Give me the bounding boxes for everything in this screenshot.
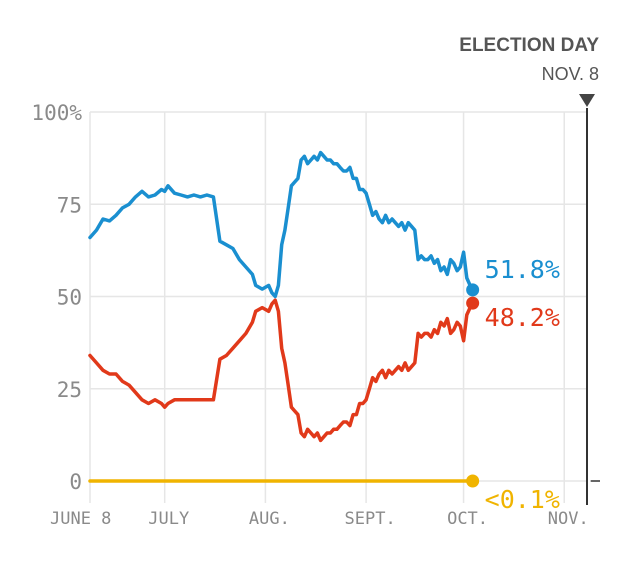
election-day-marker: ELECTION DAY NOV. 8: [459, 35, 599, 505]
gridlines: [89, 111, 600, 503]
x-tick-label: NOV.: [548, 509, 589, 529]
y-tick-label: 100%: [31, 101, 82, 125]
x-axis-ticks: JUNE 8 JULY AUG. SEPT. OCT. NOV.: [50, 509, 589, 529]
y-tick-label: 25: [57, 378, 82, 402]
x-tick-label: OCT.: [447, 509, 488, 529]
series-line-0: [88, 150, 475, 299]
election-day-date: NOV. 8: [542, 64, 599, 84]
series-end-label-1: 48.2%: [485, 303, 560, 332]
series-endpoint-1: [466, 296, 480, 310]
y-tick-label: 0: [69, 470, 82, 494]
series-lines: [88, 150, 475, 483]
election-day-title: ELECTION DAY: [459, 35, 599, 56]
series-line-1: [88, 298, 475, 443]
series-end-label-2: <0.1%: [485, 485, 560, 514]
y-tick-label: 50: [57, 286, 82, 310]
series-endpoint-0: [466, 283, 480, 297]
x-tick-label: JUNE 8: [50, 509, 111, 529]
series-end-label-0: 51.8%: [485, 255, 560, 284]
y-tick-label: 75: [57, 193, 82, 217]
series-endpoint-2: [466, 474, 480, 488]
x-tick-label: SEPT.: [345, 509, 396, 529]
election-day-triangle-icon: [579, 94, 595, 107]
y-axis-ticks: 0 25 50 75 100%: [31, 101, 82, 494]
x-tick-label: JULY: [148, 509, 189, 529]
x-tick-label: AUG.: [249, 509, 290, 529]
series-endpoints: 51.8% 48.2% <0.1%: [466, 255, 560, 514]
